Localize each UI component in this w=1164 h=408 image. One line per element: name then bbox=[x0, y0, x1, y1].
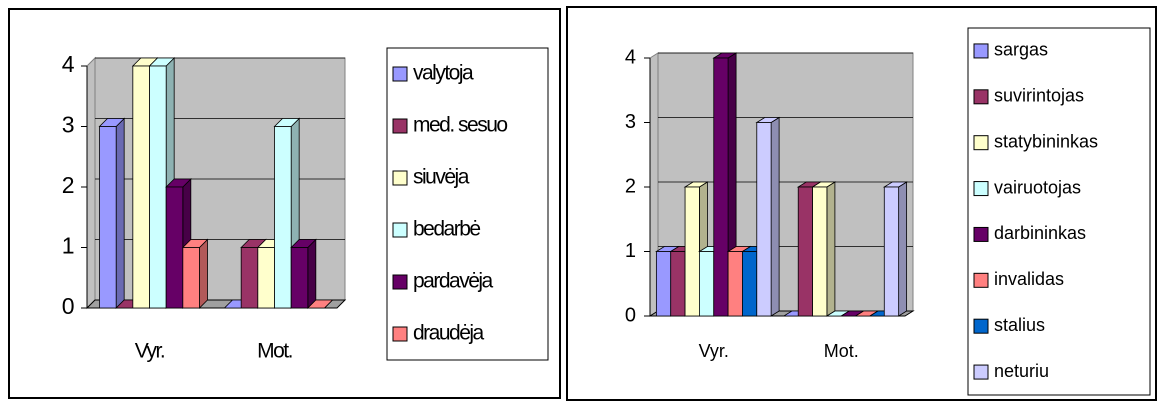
x-tick-label: Mot. bbox=[824, 341, 859, 361]
bar-front bbox=[883, 186, 900, 317]
bar bbox=[882, 181, 909, 317]
legend-label: draudėja bbox=[413, 322, 485, 345]
legend-label: siuvėja bbox=[413, 166, 470, 189]
bar-front bbox=[182, 247, 200, 309]
x-tick-label: Mot. bbox=[257, 340, 292, 363]
bar-side-shade bbox=[826, 182, 835, 316]
legend-label: suvirintojas bbox=[994, 86, 1084, 106]
legend-swatch bbox=[973, 89, 989, 105]
y-tick-label: 3 bbox=[62, 112, 74, 138]
bar-front bbox=[797, 186, 813, 317]
legend-swatch bbox=[973, 364, 989, 380]
legend-swatch bbox=[973, 272, 989, 288]
legend-swatch bbox=[973, 318, 989, 334]
bar-front bbox=[727, 251, 743, 317]
legend-swatch bbox=[973, 226, 989, 242]
bar-side-shade bbox=[898, 182, 907, 316]
bar bbox=[181, 238, 209, 309]
legend-label: neturiu bbox=[994, 361, 1049, 381]
bar-front bbox=[132, 65, 150, 309]
legend-label: pardavėja bbox=[413, 270, 494, 293]
bar-front bbox=[257, 247, 275, 309]
legend-label: med. sesuo bbox=[413, 114, 507, 137]
legend-label: stalius bbox=[994, 315, 1045, 335]
bar-side-shade bbox=[771, 117, 780, 316]
bar bbox=[755, 116, 781, 317]
bar-front bbox=[165, 186, 184, 309]
x-tick-label: Vyr. bbox=[699, 341, 729, 361]
legend-box bbox=[386, 47, 549, 361]
legend-swatch bbox=[392, 274, 408, 290]
bar-front bbox=[713, 57, 729, 317]
legend-label: invalidas bbox=[994, 269, 1064, 289]
y-tick-label: 4 bbox=[62, 51, 75, 77]
legend-swatch bbox=[973, 181, 989, 197]
legend-label: darbininkas bbox=[994, 223, 1086, 243]
bar-side-shade bbox=[199, 239, 208, 308]
legend-label: vairuotojas bbox=[994, 177, 1081, 197]
y-tick-label: 1 bbox=[62, 233, 74, 259]
bar-front bbox=[149, 65, 167, 309]
legend-swatch bbox=[392, 118, 408, 134]
y-tick-label: 4 bbox=[625, 46, 636, 68]
bar-front bbox=[99, 126, 117, 309]
bar-front bbox=[699, 251, 715, 317]
bar bbox=[811, 181, 837, 317]
bar-front bbox=[655, 251, 672, 317]
legend-swatch bbox=[392, 326, 408, 342]
y-tick-label: 2 bbox=[62, 172, 74, 198]
bar-front bbox=[742, 251, 758, 317]
legend-swatch bbox=[392, 170, 408, 186]
legend-label: statybininkas bbox=[994, 131, 1098, 151]
bar-side-shade bbox=[116, 118, 125, 308]
bar bbox=[98, 117, 126, 309]
y-tick-label: 0 bbox=[62, 293, 74, 319]
y-tick-label: 1 bbox=[625, 240, 636, 262]
legend-swatch bbox=[392, 222, 408, 238]
bar bbox=[290, 238, 317, 309]
legend-swatch bbox=[973, 43, 989, 59]
bar-front bbox=[274, 126, 292, 309]
legend-label: bedarbė bbox=[413, 218, 480, 241]
y-tick-label: 2 bbox=[625, 175, 636, 197]
legend-label: sargas bbox=[994, 40, 1048, 60]
bar-top bbox=[306, 299, 334, 309]
bar-front bbox=[240, 247, 259, 309]
y-tick-label: 3 bbox=[625, 111, 636, 133]
x-tick-label: Vyr. bbox=[135, 340, 164, 363]
bar bbox=[306, 299, 334, 309]
bar-front bbox=[812, 186, 828, 317]
bar-front bbox=[756, 122, 772, 317]
legend-label: valytoja bbox=[413, 62, 474, 85]
bar-side-shade bbox=[307, 239, 316, 308]
bar-front bbox=[290, 247, 309, 309]
side-wall bbox=[86, 56, 96, 310]
chart: 0 1 2 3 4 Vyr. Mot. sargas suvirintojas statybini… bbox=[566, 6, 1157, 401]
bar-front bbox=[670, 251, 686, 317]
chart: 0 1 2 3 4 Vyr. Mot. valytoja med. sesuo siuvėja be… bbox=[8, 8, 561, 399]
legend-swatch bbox=[973, 135, 989, 151]
y-tick-label: 0 bbox=[625, 304, 636, 326]
bar-front bbox=[684, 186, 700, 317]
legend-swatch bbox=[392, 66, 408, 82]
legend-box bbox=[967, 27, 1151, 396]
